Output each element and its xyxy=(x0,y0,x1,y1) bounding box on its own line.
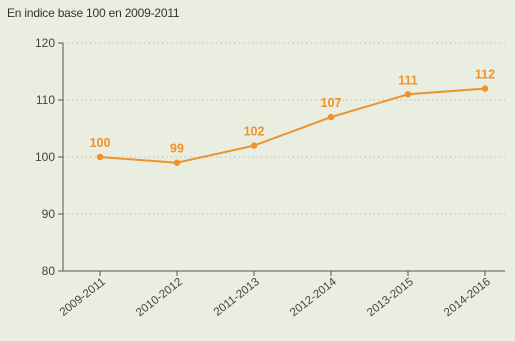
data-label-2010-2012: 99 xyxy=(170,142,184,156)
x-tick-label-2010-2012: 2010-2012 xyxy=(134,276,185,319)
data-point-2013-2015 xyxy=(404,91,412,98)
series-line xyxy=(99,87,486,164)
y-tick-label-110: 110 xyxy=(36,93,55,107)
x-tick-label-2012-2014: 2012-2014 xyxy=(288,276,339,320)
y-tick-label-100: 100 xyxy=(35,150,55,164)
y-tick-label-80: 80 xyxy=(42,264,56,278)
data-labels: 100 99 102 107 111 112 xyxy=(90,68,496,156)
gridlines xyxy=(63,42,505,215)
x-tick-label-2014-2016: 2014-2016 xyxy=(442,276,493,319)
data-point-2014-2016 xyxy=(481,85,489,92)
data-point-2012-2014 xyxy=(327,113,335,121)
x-tick-label-2009-2011: 2009-2011 xyxy=(58,276,108,319)
y-axis-ticks: 80 90 100 110 120 xyxy=(35,36,63,278)
data-label-2011-2013: 102 xyxy=(244,125,265,139)
x-tick-label-2013-2015: 2013-2015 xyxy=(365,276,416,319)
y-tick-label-90: 90 xyxy=(42,207,56,221)
data-point-2011-2013 xyxy=(250,142,258,149)
data-label-2014-2016: 112 xyxy=(475,68,495,82)
y-tick-label-120: 120 xyxy=(35,36,55,50)
data-point-2009-2011 xyxy=(96,153,104,161)
data-label-2013-2015: 111 xyxy=(398,73,418,87)
data-label-2012-2014: 107 xyxy=(321,96,342,110)
chart-subtitle: En indice base 100 en 2009-2011 xyxy=(7,6,180,20)
data-point-2010-2012 xyxy=(173,159,181,166)
data-label-2009-2011: 100 xyxy=(90,136,111,150)
x-tick-label-2011-2013: 2011-2013 xyxy=(212,276,262,319)
series-group xyxy=(96,85,489,166)
x-axis-ticks: 2009-2011 2010-2012 2011-2013 2012-2014 2013… xyxy=(58,271,493,319)
